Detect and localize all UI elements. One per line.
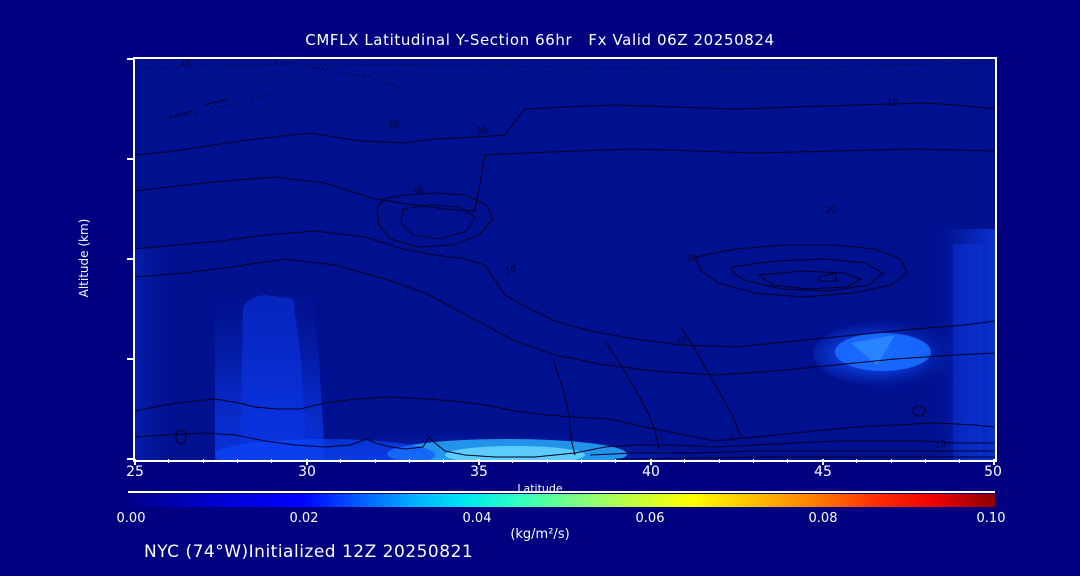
- figure-footer: NYC (74°W)Initialized 12Z 20250821: [144, 542, 474, 562]
- cross-section-field: 10 30 30 10 30 10 20 20 0 10 10: [135, 59, 995, 460]
- colorbar-tick-label: 0.04: [462, 511, 492, 526]
- colorbar-tick-label: 0.02: [289, 511, 319, 526]
- ytick-mark: [127, 158, 133, 160]
- xtick-minor: [581, 459, 582, 463]
- xtick-label: 50: [984, 464, 1002, 480]
- xtick-minor: [719, 459, 720, 463]
- xtick-minor: [409, 459, 410, 463]
- svg-text:30: 30: [411, 185, 425, 198]
- svg-text:10: 10: [886, 98, 899, 109]
- colorbar-units-label: (kg/m²/s): [510, 527, 570, 542]
- svg-text:10: 10: [180, 59, 192, 68]
- xtick-mark: [650, 459, 652, 465]
- colorbar-tick-label: 0.08: [808, 511, 838, 526]
- svg-text:20: 20: [825, 205, 837, 216]
- xtick-minor: [512, 459, 513, 463]
- ytick-mark: [127, 458, 133, 460]
- xtick-mark: [478, 459, 480, 465]
- xtick-minor: [340, 459, 341, 463]
- plot-canvas: 10 30 30 10 30 10 20 20 0 10 10: [135, 59, 995, 460]
- xtick-mark: [993, 459, 995, 465]
- xtick-mark: [306, 459, 308, 465]
- xtick-minor: [925, 459, 926, 463]
- xtick-minor: [375, 459, 376, 463]
- xtick-minor: [753, 459, 754, 463]
- xtick-mark: [822, 459, 824, 465]
- xtick-minor: [891, 459, 892, 463]
- ytick-mark: [127, 358, 133, 360]
- ytick-mark: [127, 58, 133, 60]
- svg-text:10: 10: [388, 120, 400, 131]
- svg-text:0: 0: [729, 434, 736, 444]
- xtick-minor: [203, 459, 204, 463]
- colorbar-tick-label: 0.06: [635, 511, 665, 526]
- xtick-label: 40: [642, 464, 660, 480]
- xtick-minor: [443, 459, 444, 463]
- svg-text:20: 20: [675, 335, 689, 348]
- colorbar-tick-label: 0.10: [976, 511, 1006, 526]
- svg-text:30: 30: [476, 126, 488, 137]
- xtick-label: 35: [470, 464, 488, 480]
- svg-text:30: 30: [685, 254, 698, 265]
- svg-text:10: 10: [504, 265, 517, 276]
- xtick-minor: [547, 459, 548, 463]
- colorbar: [128, 491, 995, 507]
- xtick-minor: [271, 459, 272, 463]
- xtick-minor: [615, 459, 616, 463]
- colorbar-tick-label: 0.00: [116, 511, 146, 526]
- xtick-minor: [684, 459, 685, 463]
- chart-title: CMFLX Latitudinal Y-Section 66hr Fx Vali…: [305, 31, 775, 49]
- xtick-minor: [856, 459, 857, 463]
- xtick-label: 30: [298, 464, 316, 480]
- xtick-minor: [168, 459, 169, 463]
- xtick-minor: [787, 459, 788, 463]
- xtick-minor: [237, 459, 238, 463]
- xtick-mark: [134, 459, 136, 465]
- svg-text:10: 10: [934, 439, 947, 451]
- ytick-mark: [127, 258, 133, 260]
- colorbar-gradient: [128, 494, 995, 507]
- contour-labels: 10 30 30 10 30 10 20 20 0 10 10: [180, 59, 947, 451]
- xtick-label: 45: [814, 464, 832, 480]
- y-axis-title: Altitude (km): [77, 218, 91, 298]
- colorbar-top-rule: [128, 491, 995, 493]
- plot-area: 10 30 30 10 30 10 20 20 0 10 10: [133, 57, 997, 462]
- xtick-minor: [959, 459, 960, 463]
- xtick-label: 25: [126, 464, 144, 480]
